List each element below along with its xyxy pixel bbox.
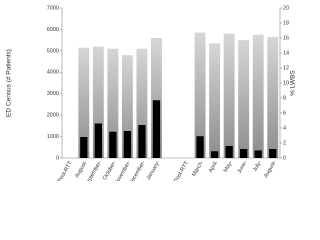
bar bbox=[254, 150, 262, 158]
x-tick-label: Months Post-RTT: bbox=[163, 159, 190, 181]
bar bbox=[94, 123, 102, 158]
y2-tick-label: 14 bbox=[283, 50, 289, 56]
x-tick-label: April- bbox=[208, 160, 220, 174]
y-tick-label: 6000 bbox=[47, 27, 59, 33]
chart: ED Census (# Patients) % LWBS 0 1000 2000 3… bbox=[6, 5, 297, 181]
x-tick-label: March- bbox=[191, 160, 205, 178]
bar bbox=[196, 136, 204, 158]
x-tick-label: August- bbox=[74, 160, 89, 180]
x-tick-label: Months Post-RTT: bbox=[47, 159, 74, 181]
bar bbox=[252, 34, 264, 158]
bar bbox=[123, 131, 132, 158]
y-tick-label: 5000 bbox=[47, 48, 59, 54]
y2-tick-label: 20 bbox=[283, 5, 289, 11]
bar bbox=[121, 55, 133, 159]
bar bbox=[210, 151, 219, 158]
bar bbox=[223, 33, 235, 158]
y-tick-label: 0 bbox=[56, 155, 59, 161]
y2-tick-label: 10 bbox=[283, 80, 289, 86]
y2-tick-label: 2 bbox=[283, 140, 286, 146]
bar bbox=[238, 40, 250, 159]
x-tick-label: June- bbox=[237, 160, 249, 175]
bar bbox=[194, 32, 206, 159]
y-tick-label: 3000 bbox=[47, 91, 59, 97]
x-tick-label: January- bbox=[146, 160, 162, 181]
y-tick-label: 1000 bbox=[47, 134, 59, 140]
x-tick-label: October- bbox=[102, 160, 118, 181]
y-tick-label: 7000 bbox=[47, 5, 59, 11]
bar bbox=[138, 125, 146, 158]
y-tick-label: 2000 bbox=[47, 113, 59, 119]
bar bbox=[240, 149, 248, 158]
bar bbox=[267, 36, 279, 158]
bar bbox=[80, 137, 88, 158]
bar bbox=[269, 149, 277, 158]
x-tick-label: August- bbox=[263, 160, 278, 180]
x-tick-label: May- bbox=[223, 160, 234, 174]
bar bbox=[152, 100, 161, 158]
x-tick-label: July- bbox=[252, 160, 263, 173]
y2-tick-label: 6 bbox=[283, 110, 286, 116]
y2-tick-label: 8 bbox=[283, 95, 286, 101]
y-axis-label: ED Census (# Patients) bbox=[6, 49, 13, 117]
bar bbox=[209, 43, 221, 158]
y-tick-label: 4000 bbox=[47, 70, 59, 76]
y2-tick-label: 16 bbox=[283, 35, 289, 41]
bar bbox=[109, 131, 117, 158]
y2-tick-label: 12 bbox=[283, 65, 289, 71]
bar bbox=[136, 48, 148, 158]
y2-tick-label: 4 bbox=[283, 125, 286, 131]
y2-axis-label: % LWBS bbox=[290, 70, 297, 96]
bar bbox=[92, 46, 104, 159]
y2-tick-label: 18 bbox=[283, 20, 289, 26]
bar bbox=[78, 47, 90, 159]
y2-tick-label: 0 bbox=[283, 155, 286, 161]
bar bbox=[151, 38, 162, 158]
bar bbox=[107, 48, 119, 158]
bar bbox=[225, 146, 233, 158]
